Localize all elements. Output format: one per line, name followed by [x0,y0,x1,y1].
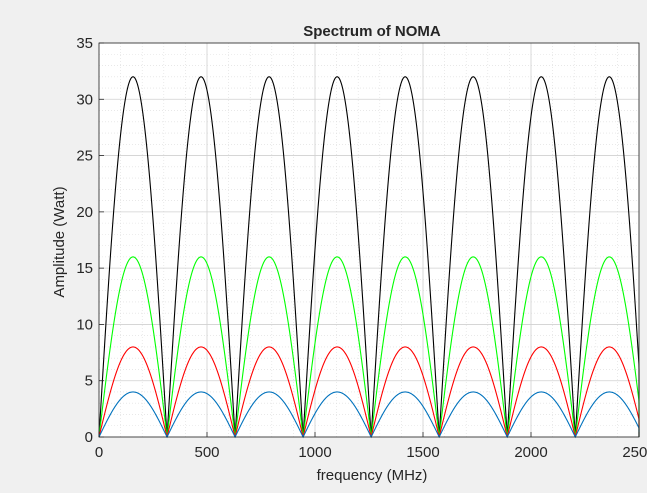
y-tick-label: 20 [76,204,93,221]
y-axis-label: Amplitude (Watt) [51,186,68,297]
y-tick-label: 30 [76,91,93,108]
x-tick-label: 1000 [298,444,331,461]
x-tick-label: 500 [194,444,219,461]
x-tick-label: 0 [95,444,103,461]
y-tick-label: 25 [76,148,93,165]
y-tick-label: 15 [76,260,93,277]
y-axis-ticks: 0 5 10 15 20 25 30 35 [76,35,104,446]
y-tick-label: 5 [85,373,93,390]
plot-area [99,43,639,437]
y-tick-label: 0 [85,429,93,446]
plot-border [98,42,640,438]
x-tick-label: 2000 [514,444,547,461]
x-tick-label: 1500 [406,444,439,461]
y-tick-label: 10 [76,316,93,333]
chart-title: Spectrum of NOMA [303,23,441,40]
x-axis-label: frequency (MHz) [317,467,428,484]
y-tick-label: 35 [76,35,93,52]
minor-grid [99,43,639,437]
